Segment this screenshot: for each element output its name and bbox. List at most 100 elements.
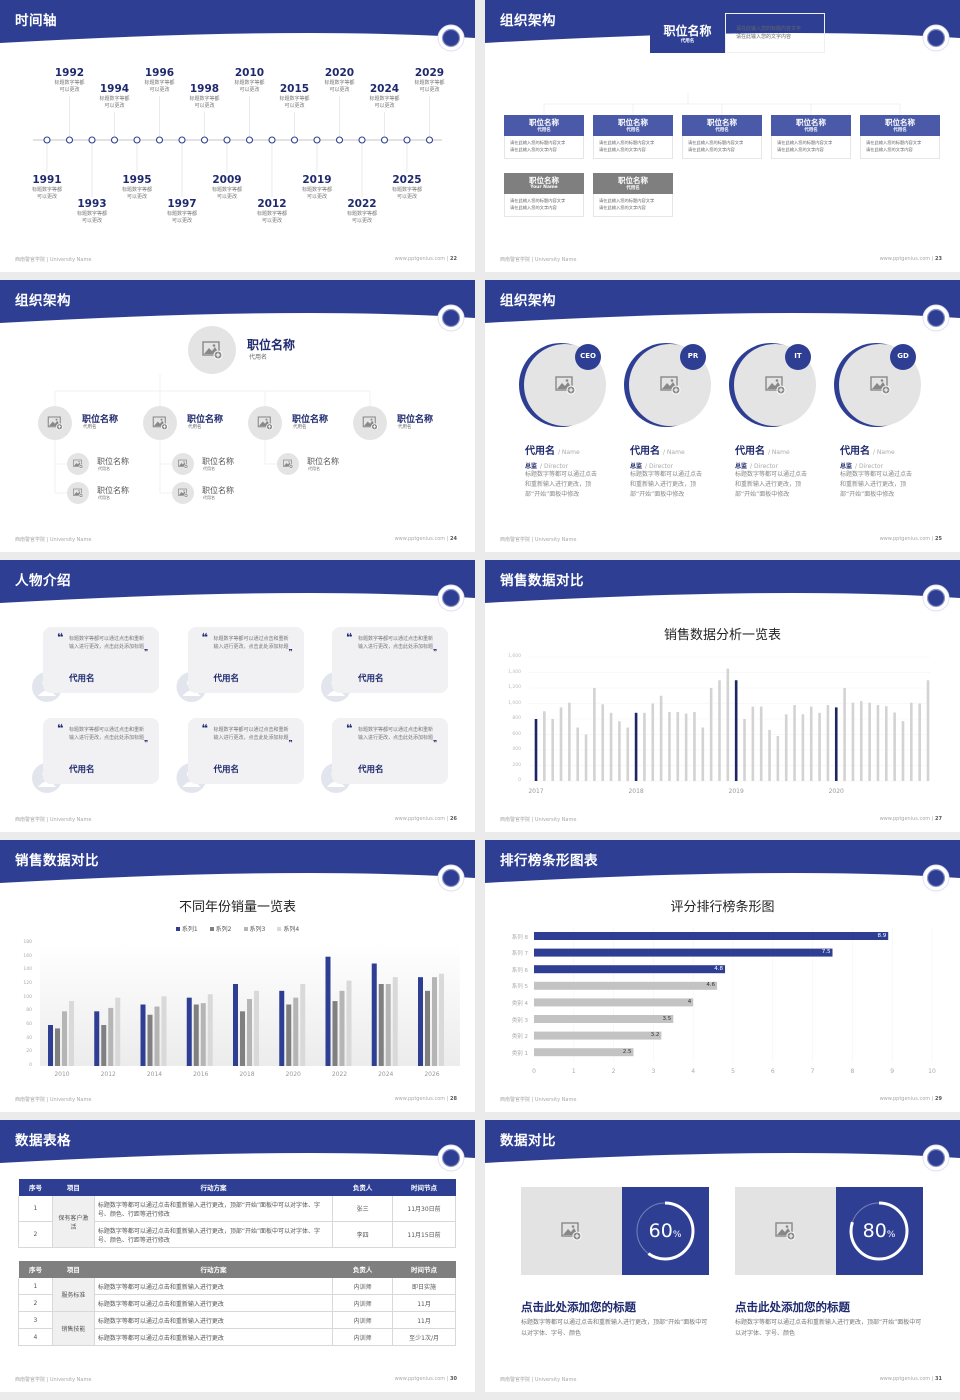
person-role-row: 总监 / Director <box>840 453 883 472</box>
y-tick-label: 180 <box>23 940 32 945</box>
stat-unit: % <box>886 1230 896 1240</box>
footer-url[interactable]: www.pptgenius.com <box>879 256 931 262</box>
cell-plan: 标题数字等都可以通过点击和重新输入进行更改 <box>93 1294 334 1312</box>
org-box-line: 请在此输入您的标题内容文字 <box>510 140 566 146</box>
plus <box>883 387 889 393</box>
bar <box>893 712 896 781</box>
org-box[interactable]: 职位名称 代用名 请在此输入您的标题内容文字 请在此输入您的文字内容 <box>593 115 673 159</box>
footer-separator: | <box>445 1376 451 1382</box>
person-role-en: / Director <box>855 463 884 470</box>
legend-label: 系列4 <box>283 926 300 933</box>
timeline-year: 2010 <box>234 67 265 79</box>
slide-graphics <box>485 280 960 427</box>
timeline-desc: 标题数字等都可以更改 <box>256 211 287 224</box>
chart-title: 销售数据分析一览表 <box>663 628 781 643</box>
timeline-year: 1996 <box>144 67 175 79</box>
footer-url[interactable]: www.pptgenius.com <box>394 1096 446 1102</box>
footer-url[interactable]: www.pptgenius.com <box>879 1376 931 1382</box>
bar <box>910 702 913 781</box>
bar <box>432 977 437 1066</box>
org-box-sub: 代用名 <box>893 128 907 133</box>
quote-open-icon: ❝ <box>57 722 64 735</box>
cell-time: 11月30日前 <box>392 1195 456 1222</box>
org-box[interactable]: 职位名称 代用名 请在此输入您的标题内容文字 请在此输入您的文字内容 <box>504 115 584 159</box>
org-box-line: 请在此输入您的文字内容 <box>866 147 913 153</box>
bar <box>346 980 352 1066</box>
footer-url[interactable]: www.pptgenius.com <box>879 816 931 822</box>
column-header: 时间节点 <box>411 1184 438 1192</box>
footer-url[interactable]: www.pptgenius.com <box>394 256 446 262</box>
footer-university: 西南警官学院 | University Name <box>15 257 92 263</box>
bar <box>768 729 771 781</box>
slide-graphics <box>485 840 960 1062</box>
author-name: 代用名 <box>213 674 240 684</box>
image-placeholder-icon <box>870 376 891 395</box>
page-number: 28 <box>450 1096 457 1102</box>
bar <box>392 977 398 1066</box>
stat-heading[interactable]: 点击此处添加您的标题 <box>735 1300 850 1314</box>
testimonial-card <box>43 718 159 784</box>
footer-url[interactable]: www.pptgenius.com <box>394 816 446 822</box>
bar <box>609 712 613 781</box>
image-placeholder-icon <box>73 488 84 498</box>
column-header: 序号 <box>28 1266 42 1274</box>
footer-url[interactable]: www.pptgenius.com <box>879 536 931 542</box>
footer-right: www.pptgenius.com | 27 <box>880 816 942 822</box>
table-row: 1 服务标准 标题数字等都可以通过点击和重新输入进行更改 内训师 即日实施 <box>18 1277 456 1312</box>
timeline-node <box>245 136 254 144</box>
footer-url[interactable]: www.pptgenius.com <box>879 1096 931 1102</box>
logo-emblem <box>441 308 461 328</box>
avatar-level3 <box>172 453 194 475</box>
stat-heading[interactable]: 点击此处添加您的标题 <box>521 1300 636 1314</box>
bar <box>371 963 377 1066</box>
org-box-title: 职位名称 <box>618 118 648 127</box>
legend-swatch <box>209 927 214 931</box>
timeline-node <box>403 136 411 144</box>
avatar-level3 <box>67 453 89 475</box>
cell-no: 3 <box>18 1311 53 1329</box>
image-placeholder-icon <box>775 1222 796 1241</box>
image-placeholder-icon <box>152 416 168 431</box>
bar <box>161 996 167 1066</box>
footer-url[interactable]: www.pptgenius.com <box>394 536 446 542</box>
x-tick-label: 6 <box>770 1068 775 1075</box>
bar <box>826 705 830 781</box>
timeline-desc: 标题数字等都可以更改 <box>279 96 310 109</box>
quote-close-icon: ❞ <box>433 648 438 656</box>
person-role-en: / Director <box>645 463 674 470</box>
stat-unit: % <box>672 1230 682 1240</box>
cell-time: 11月 <box>392 1294 456 1312</box>
org-top-box[interactable]: 职位名称 代用名 <box>650 13 725 53</box>
page-number: 25 <box>935 536 942 542</box>
bar <box>94 1011 100 1066</box>
footer-url[interactable]: www.pptgenius.com <box>394 1376 446 1382</box>
bar <box>154 1006 160 1066</box>
org-top-desc-line: 请在此输入您的标题内容文字 <box>736 26 802 32</box>
quote-open-icon: ❝ <box>201 722 208 735</box>
bar <box>634 712 638 781</box>
sun <box>670 379 674 382</box>
cell-owner: 李四 <box>332 1221 394 1248</box>
timeline-year: 2009 <box>212 174 242 186</box>
timeline-node <box>88 136 96 144</box>
org-box[interactable]: 职位名称 Your Name 请在此输入您的标题内容文字 请在此输入您的文字内容 <box>504 173 584 217</box>
org-box-title: 职位名称 <box>796 118 826 127</box>
bar <box>247 999 252 1066</box>
bar <box>543 711 546 781</box>
org-box[interactable]: 职位名称 代用名 请在此输入您的标题内容文字 请在此输入您的文字内容 <box>860 115 940 159</box>
org-box[interactable]: 职位名称 代用名 请在此输入您的标题内容文字 请在此输入您的文字内容 <box>771 115 851 159</box>
avatar-top <box>188 326 236 374</box>
quote-open-icon: ❝ <box>201 631 208 644</box>
bar <box>534 719 538 781</box>
org-box[interactable]: 职位名称 代用名 请在此输入您的标题内容文字 请在此输入您的文字内容 <box>682 115 762 159</box>
author-name: 代用名 <box>358 765 384 775</box>
timeline-year: 2020 <box>324 67 355 79</box>
sun <box>265 418 268 421</box>
org-box-header: 职位名称 代用名 <box>593 115 673 136</box>
org-box-header: 职位名称 代用名 <box>771 115 851 136</box>
footer-right: www.pptgenius.com | 26 <box>395 816 457 822</box>
person-name: 代用名 <box>735 446 765 457</box>
org-box[interactable]: 职位名称 代用名 请在此输入您的标题内容文字 请在此输入您的文字内容 <box>593 173 673 217</box>
cell-plan: 标题数字等都可以通过点击和重新输入进行更改 <box>93 1328 334 1346</box>
cell-plan: 标题数字等都可以通过点击和重新输入进行更改 <box>93 1311 334 1329</box>
